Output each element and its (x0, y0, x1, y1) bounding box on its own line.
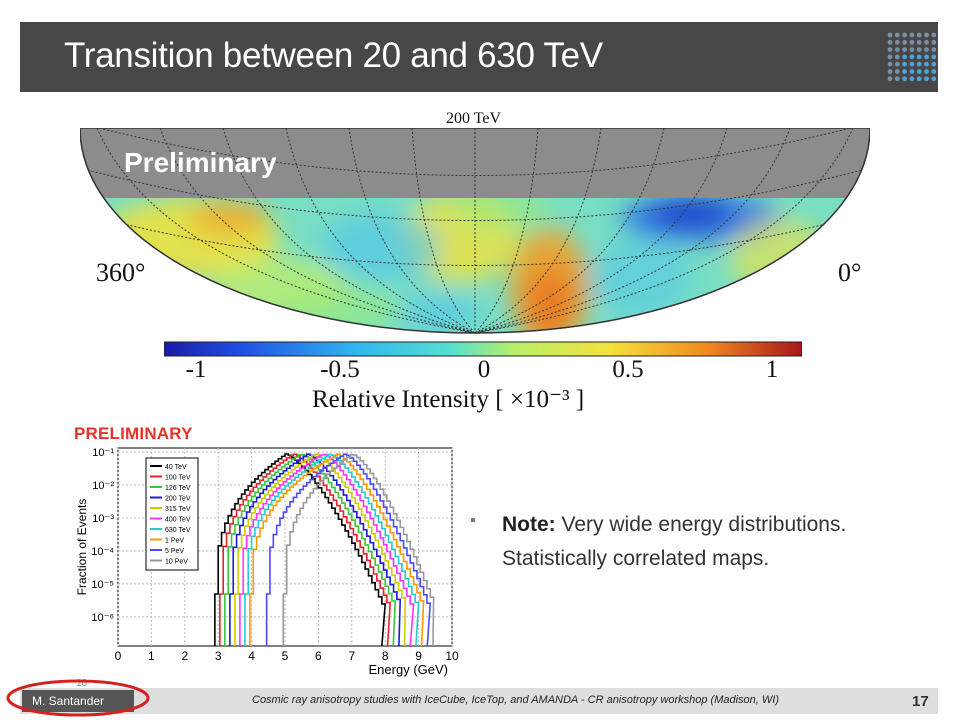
colorbar-tick: 0.5 (612, 356, 644, 383)
colorbar (164, 341, 802, 357)
plot-y-tick: 10⁻² (92, 480, 114, 492)
legend-entry: 100 TeV (165, 475, 191, 482)
legend-entry: 315 TeV (165, 506, 191, 513)
plot-x-label: Energy (GeV) (369, 662, 448, 677)
plot-x-tick: 7 (348, 649, 355, 663)
legend-entry: 10 PeV (165, 559, 188, 566)
energy-distribution-plot: 0 1 2 3 4 5 6 7 8 9 10 10⁻¹ 10⁻² 10⁻³ 10⁻⁴ 10⁻⁵ 10⁻⁶ Frac… (75, 447, 459, 677)
distribution-curve (244, 453, 420, 647)
plot-y-tick: 10⁻⁶ (91, 612, 114, 624)
legend-entry: 400 TeV (165, 517, 191, 524)
plot-x-tick: 8 (382, 649, 389, 663)
highlight-ellipse (6, 679, 150, 717)
plot-y-label: Fraction of Events (75, 499, 89, 596)
colorbar-tick: 1 (765, 356, 779, 383)
legend-entry: 5 PeV (165, 548, 184, 555)
slide-number: 17 (912, 693, 929, 710)
distribution-curve (249, 453, 425, 647)
colorbar-tick: 0 (477, 356, 491, 383)
footer-text: Cosmic ray anisotropy studies with IceCu… (252, 694, 779, 706)
colorbar-tick: -1 (185, 356, 207, 383)
title-bar: Transition between 20 and 630 TeV (20, 22, 938, 92)
longitude-label-right: 0° (838, 258, 862, 287)
distribution-curve (214, 453, 387, 647)
plot-y-tick: 10⁻⁵ (91, 579, 114, 591)
plot-x-tick: 0 (115, 649, 122, 663)
footer-bar (20, 688, 938, 714)
legend-entry: 1 PeV (165, 538, 184, 545)
plot-x-tick: 2 (181, 649, 188, 663)
plot-y-tick: 10⁻¹ (92, 447, 114, 459)
distribution-curve (224, 453, 397, 647)
legend-entry: 630 TeV (165, 527, 191, 534)
legend-entry: 200 TeV (165, 496, 191, 503)
plot-x-tick: 1 (148, 649, 155, 663)
longitude-label-left: 360° (96, 258, 146, 287)
plot-preliminary-label: PRELIMINARY (74, 424, 193, 443)
plot-x-tick: 9 (415, 649, 422, 663)
colorbar-label: Relative Intensity [ ×10⁻³ ] (312, 386, 585, 413)
note-line-2: Statistically correlated maps. (502, 547, 770, 570)
plot-x-tick: 3 (215, 649, 222, 663)
distribution-curve (265, 453, 432, 647)
note-text: Note: Very wide energy distributions. St… (502, 508, 846, 576)
legend-entry: 40 TeV (165, 464, 187, 471)
plot-x-tick: 10 (445, 649, 459, 663)
preliminary-overlay: Preliminary (124, 147, 277, 178)
map-title: 200 TeV (446, 110, 502, 127)
sky-map: Preliminary (80, 128, 870, 334)
dot-grid-logo (887, 32, 937, 82)
note-bold: Note: (502, 513, 556, 536)
distribution-curve (229, 453, 402, 647)
plot-x-tick: 6 (315, 649, 322, 663)
note-line-1: Very wide energy distributions. (555, 513, 847, 536)
plot-y-tick: 10⁻³ (92, 513, 114, 525)
plot-x-tick: 5 (282, 649, 289, 663)
bullet-marker: ▪ (470, 512, 476, 529)
distribution-curve (282, 453, 435, 647)
legend-entry: 126 TeV (165, 485, 191, 492)
slide-title: Transition between 20 and 630 TeV (64, 36, 603, 75)
plot-x-tick: 4 (248, 649, 255, 663)
plot-y-tick: 10⁻⁴ (91, 546, 114, 558)
small-page-number: 10 (76, 678, 88, 689)
colorbar-tick: -0.5 (320, 356, 360, 383)
footer-author: M. Santander (22, 690, 134, 712)
